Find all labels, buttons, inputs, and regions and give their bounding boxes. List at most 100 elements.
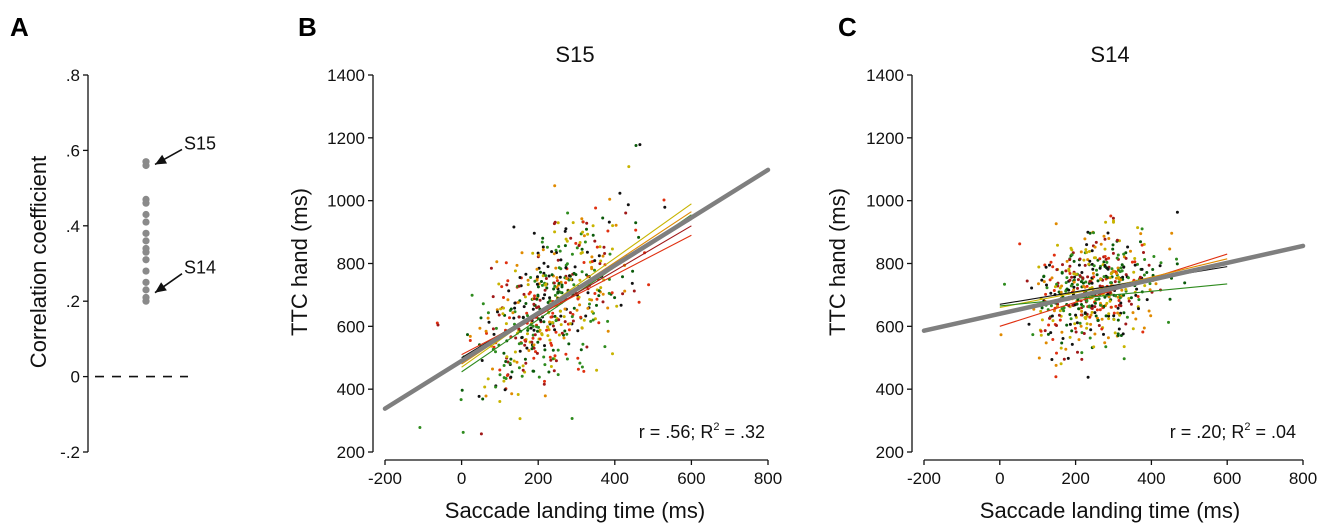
c-point (1031, 333, 1035, 337)
b-point (568, 322, 572, 326)
c-subject-fit-line (999, 283, 1228, 307)
c-point (1138, 275, 1142, 279)
c-point (1080, 351, 1084, 355)
c-point (1119, 304, 1123, 308)
b-point (436, 323, 440, 327)
c-point (1105, 260, 1109, 264)
c-point (1088, 280, 1092, 283)
c-point (1058, 318, 1062, 322)
c-point (1048, 316, 1051, 320)
c-point (1124, 273, 1128, 277)
b-point (572, 306, 576, 310)
b-point (621, 292, 625, 296)
b-point (589, 319, 593, 323)
c-point (1142, 326, 1146, 330)
b-point (550, 321, 554, 324)
b-point (459, 398, 463, 402)
b-point (506, 279, 510, 283)
b-point (479, 316, 483, 320)
b-point (470, 293, 474, 297)
panel-a-callout-arrowhead (155, 154, 168, 165)
b-point (601, 300, 605, 304)
b-point (576, 367, 580, 371)
panel-b-y-axis-label: TTC hand (ms) (287, 188, 312, 336)
b-point (543, 293, 547, 297)
c-point (1112, 311, 1116, 315)
c-point (1039, 333, 1043, 337)
b-point (520, 374, 524, 378)
c-point (1037, 265, 1041, 269)
b-point (498, 373, 502, 377)
b-point (484, 394, 488, 398)
c-point (1058, 286, 1062, 290)
b-point (522, 292, 526, 296)
c-point (1069, 284, 1073, 288)
c-x-tick-label: 400 (1137, 469, 1165, 488)
b-point (606, 329, 610, 333)
b-point (532, 297, 536, 301)
panel-a-callout-label: S14 (184, 258, 216, 278)
b-point (571, 319, 575, 323)
c-point (1120, 263, 1124, 267)
panel-b-x-axis-label: Saccade landing time (ms) (445, 498, 705, 523)
b-point (551, 324, 555, 328)
c-point (1075, 302, 1079, 306)
c-y-tick-label: 1000 (866, 192, 904, 211)
c-x-tick-label: -200 (907, 469, 941, 488)
b-point (548, 320, 551, 324)
c-y-tick-label: 1400 (866, 66, 904, 85)
c-point (1055, 324, 1058, 327)
c-point (1129, 302, 1133, 306)
b-point (576, 329, 580, 333)
b-point (580, 270, 584, 274)
b-point (631, 269, 635, 273)
c-point (1060, 307, 1064, 311)
b-point (496, 310, 499, 314)
b-point (494, 326, 498, 330)
c-point (1127, 297, 1131, 300)
c-point (1108, 276, 1112, 280)
b-point (603, 252, 607, 255)
c-point (1107, 256, 1111, 260)
panel-a-y-tick-label: .2 (66, 292, 80, 311)
c-point (1102, 304, 1106, 308)
c-point (1102, 332, 1105, 336)
b-point (663, 205, 667, 209)
c-point (1113, 280, 1117, 284)
b-point (538, 298, 542, 302)
b-point (610, 247, 614, 251)
c-point (1117, 299, 1121, 302)
c-point (1112, 269, 1116, 273)
b-point (502, 379, 506, 383)
c-point (1068, 264, 1072, 268)
c-point (1074, 313, 1078, 317)
b-point (546, 325, 550, 329)
b-point (508, 361, 512, 365)
b-point (540, 332, 544, 336)
b-point (568, 311, 572, 315)
b-point (571, 221, 575, 225)
c-point (1145, 271, 1149, 274)
b-point (603, 345, 607, 349)
c-point (1119, 266, 1123, 270)
c-point (1086, 375, 1090, 379)
c-point (1129, 249, 1132, 253)
c-point (1050, 358, 1054, 361)
b-point (530, 340, 534, 344)
c-point (1135, 287, 1139, 291)
b-point (520, 341, 523, 345)
b-point (634, 221, 638, 225)
c-point (1131, 327, 1135, 331)
c-point (1060, 341, 1064, 345)
b-point (557, 266, 561, 270)
panel-a-y-tick-label: -.2 (60, 443, 80, 462)
b-point (614, 223, 618, 227)
c-point (1122, 252, 1126, 256)
c-point (1117, 327, 1121, 331)
b-point (576, 356, 580, 360)
c-point (1090, 304, 1094, 308)
c-point (1074, 272, 1078, 276)
b-point (544, 277, 548, 280)
c-point (1091, 267, 1095, 271)
b-point (543, 344, 546, 348)
